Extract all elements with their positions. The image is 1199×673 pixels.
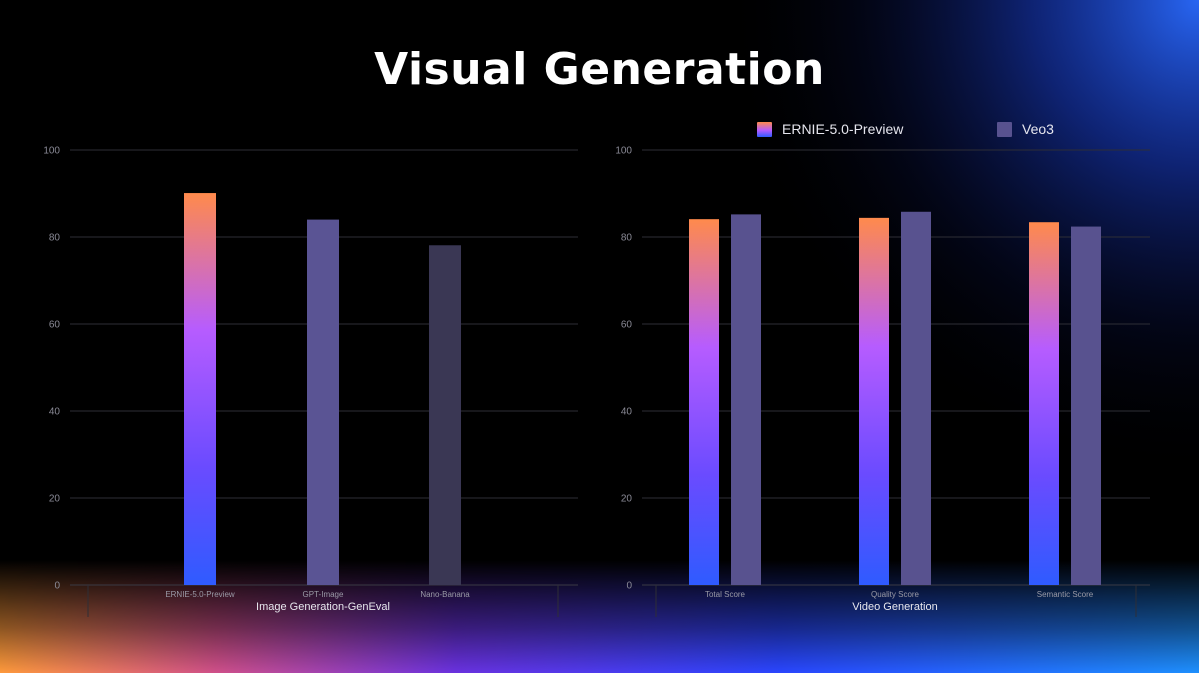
legend-swatch-ernie bbox=[757, 121, 772, 137]
y-tick-label: 0 bbox=[626, 581, 632, 592]
x-tick-label: Total Score bbox=[705, 590, 746, 599]
x-tick-label: Nano-Banana bbox=[420, 590, 470, 599]
legend-item-ernie: ERNIE-5.0-Preview bbox=[757, 118, 903, 140]
y-tick-label: 20 bbox=[621, 494, 633, 505]
x-tick-label: GPT-Image bbox=[303, 590, 344, 599]
bar-veo3 bbox=[731, 214, 761, 585]
y-tick-label: 80 bbox=[621, 233, 633, 244]
bar-veo3 bbox=[901, 211, 931, 585]
x-tick-label: Semantic Score bbox=[1037, 590, 1094, 599]
bar-ernie bbox=[689, 219, 719, 586]
bar-nano-banana bbox=[429, 245, 461, 585]
bar-veo3 bbox=[1071, 226, 1101, 585]
bar-ernie bbox=[859, 217, 889, 586]
bar-gpt-image bbox=[307, 219, 339, 585]
legend-label-veo3: Veo3 bbox=[1022, 121, 1054, 137]
legend-swatch-veo3 bbox=[997, 121, 1012, 137]
bar-ernie bbox=[184, 193, 216, 585]
x-tick-label: Quality Score bbox=[871, 590, 920, 599]
y-tick-label: 20 bbox=[49, 494, 61, 505]
y-tick-label: 40 bbox=[49, 407, 61, 418]
y-tick-label: 40 bbox=[621, 407, 633, 418]
y-tick-label: 60 bbox=[621, 320, 633, 331]
y-tick-label: 0 bbox=[54, 581, 60, 592]
y-tick-label: 60 bbox=[49, 320, 61, 331]
y-tick-label: 100 bbox=[43, 146, 60, 157]
x-axis-label: Video Generation bbox=[852, 601, 937, 613]
y-tick-label: 80 bbox=[49, 233, 61, 244]
y-tick-label: 100 bbox=[615, 146, 632, 157]
bar-ernie bbox=[1029, 222, 1059, 585]
page-title: Visual Generation bbox=[374, 44, 825, 95]
legend-label-ernie: ERNIE-5.0-Preview bbox=[782, 121, 904, 137]
x-axis-label: Image Generation-GenEval bbox=[256, 601, 390, 613]
x-tick-label: ERNIE-5.0-Preview bbox=[165, 590, 235, 599]
legend-item-veo3: Veo3 bbox=[997, 118, 1054, 140]
